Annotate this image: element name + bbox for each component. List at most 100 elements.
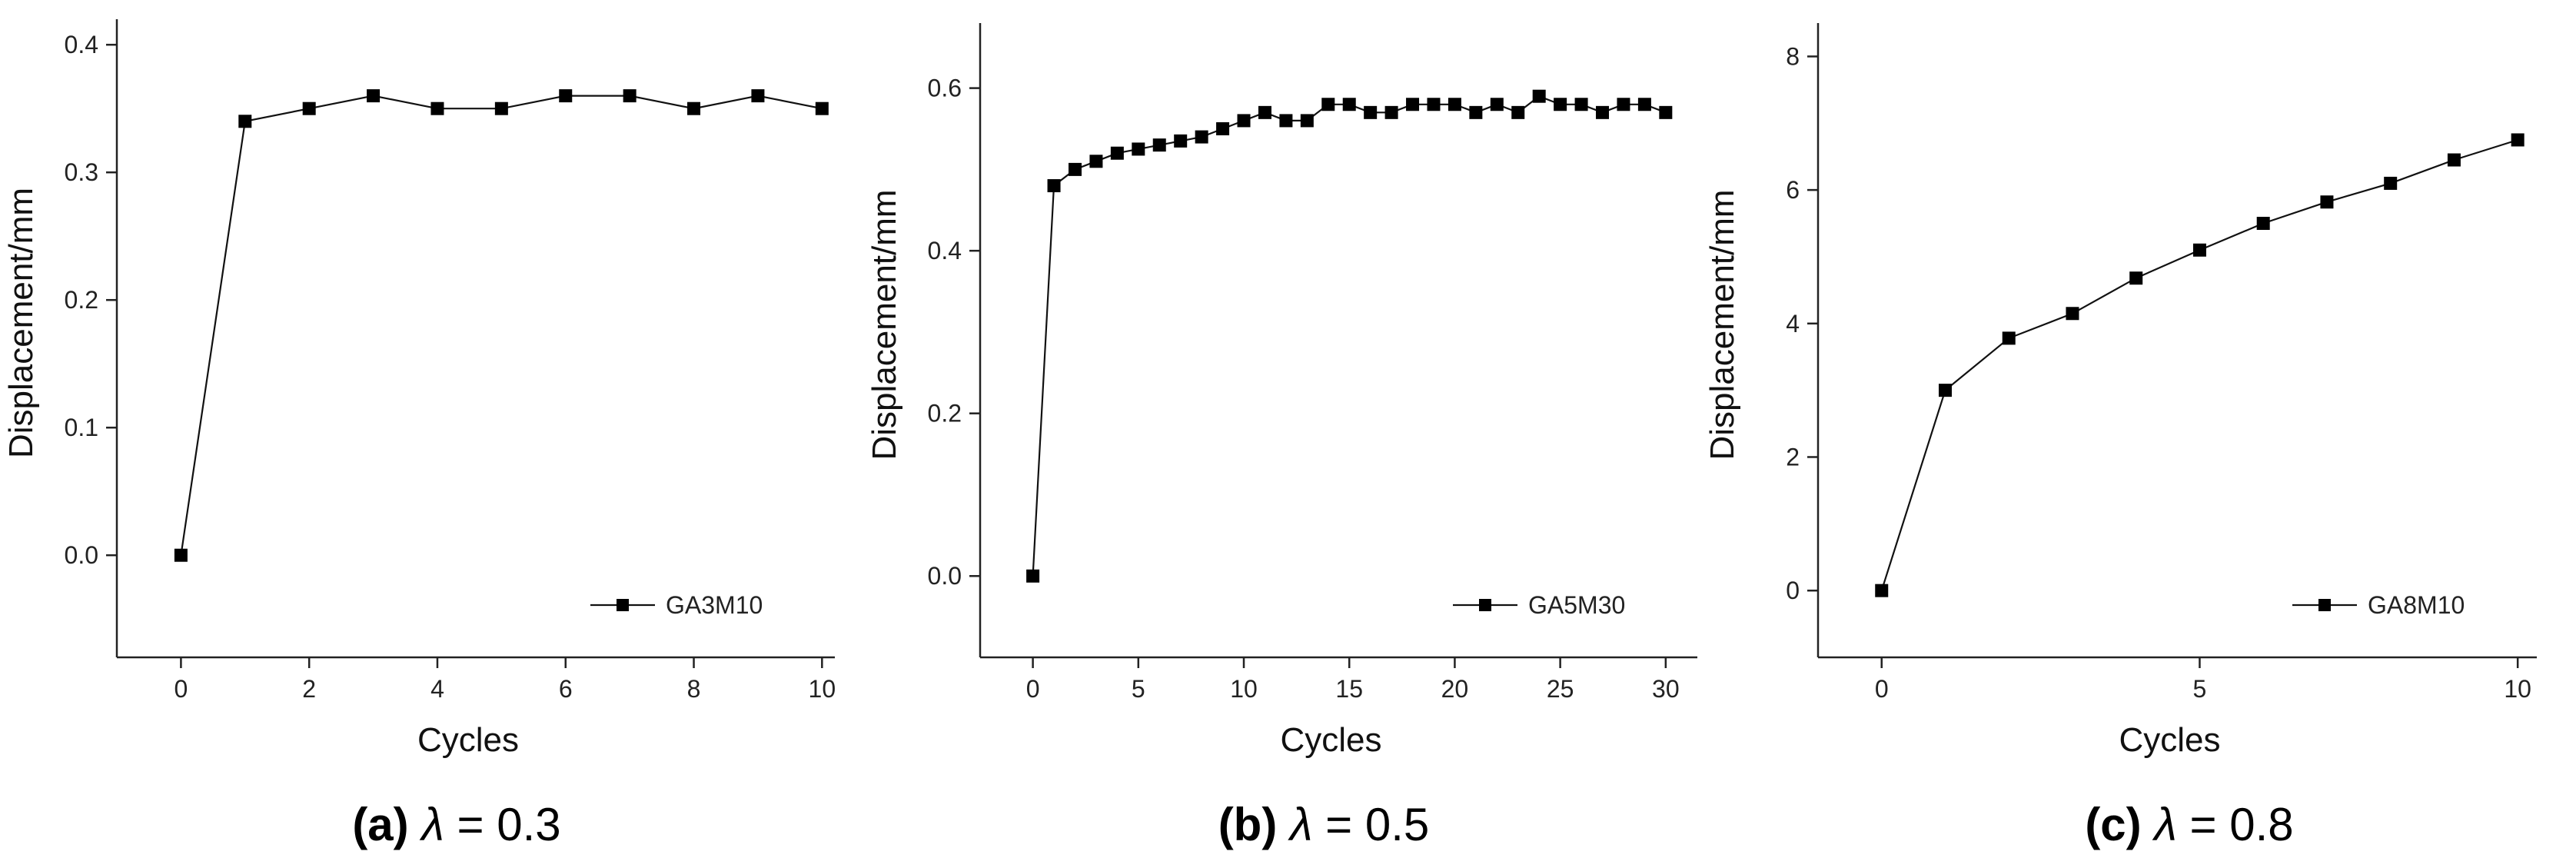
data-point [1532,89,1546,103]
y-tick-label: 4 [1786,310,1800,338]
caption-symbol: λ [409,799,444,850]
x-tick-label: 0 [1026,675,1040,703]
data-point [1490,98,1504,111]
x-tick-label: 0 [1875,675,1889,703]
caption-label: (b) [1218,799,1278,850]
y-tick-label: 0.4 [928,237,962,264]
legend-label: GA8M10 [2368,591,2465,619]
data-point [1195,130,1208,144]
y-tick-label: 0.3 [65,158,98,186]
panel-caption: (c) λ = 0.8 [2085,799,2293,850]
data-point [1047,179,1061,193]
x-tick-label: 25 [1547,675,1574,703]
caption-label: (c) [2085,799,2141,850]
data-point [430,101,444,115]
x-axis-title: Cycles [2119,721,2220,759]
panel-caption: (b) λ = 0.5 [1218,799,1430,850]
x-tick-label: 5 [1132,675,1145,703]
chart-panel-b: 0 5 10 15 20 25 30 0.0 0.2 0.4 0.6 Cycles Displaceme… [866,23,1697,850]
data-point [1448,98,1461,111]
y-tick-label: 0.6 [928,75,962,102]
data-point [1659,105,1673,119]
legend-marker [617,599,629,611]
chart-panel-c: 0 5 10 0 2 4 6 8 Cycles Displacement/mm GA8M10 (c) … [1703,23,2537,850]
x-tick-label: 4 [430,675,444,703]
data-point [2002,331,2016,345]
caption-value: = 0.8 [2177,799,2294,850]
y-tick-label: 0 [1786,577,1800,604]
x-tick-label: 2 [302,675,316,703]
data-point [1427,98,1441,111]
y-tick-label: 0.0 [65,541,98,569]
x-tick-label: 20 [1441,675,1469,703]
data-point [1364,105,1378,119]
data-point [1258,105,1271,119]
x-tick-label: 10 [2504,675,2531,703]
data-point [1152,138,1166,152]
y-tick-label: 0.2 [65,286,98,314]
data-point [2129,271,2143,285]
data-point [2256,217,2270,231]
data-point [1216,122,1230,135]
y-tick-label: 6 [1786,176,1800,204]
chart-panel-a: 0 2 4 6 8 10 0.0 0.1 0.2 0.3 0.4 Cycles Displacement… [2,19,836,850]
data-point [2447,153,2461,167]
data-point [238,115,252,128]
data-point [2192,243,2206,257]
y-axis-title: Displacement/mm [2,188,40,458]
x-tick-label: 10 [1230,675,1258,703]
data-point [1406,98,1420,111]
x-tick-label: 30 [1652,675,1680,703]
data-point [1321,98,1335,111]
x-tick-label: 5 [2193,675,2207,703]
data-point [1596,105,1610,119]
panel-caption: (a) λ = 0.3 [352,799,560,850]
caption-symbol: λ [1277,799,1312,850]
series-line [1880,138,2518,591]
x-tick-label: 8 [687,675,701,703]
data-point [1110,146,1124,160]
data-point [1637,98,1651,111]
data-point [623,89,637,103]
data-point [1617,98,1630,111]
data-point [1132,142,1145,156]
data-point [1068,162,1082,176]
x-tick-label: 6 [559,675,573,703]
data-point [751,89,765,103]
data-point [1384,105,1398,119]
y-tick-label: 0.4 [65,31,98,58]
data-point [1574,98,1588,111]
y-tick-label: 0.0 [928,562,962,590]
x-tick-label: 15 [1335,675,1363,703]
legend-marker [1479,599,1491,611]
data-point [367,89,381,103]
data-point [1174,134,1188,148]
x-tick-label: 0 [174,675,188,703]
series-line [1032,95,1667,577]
data-point [815,101,829,115]
data-point [1554,98,1567,111]
y-tick-label: 8 [1786,42,1800,70]
data-point [1279,114,1293,128]
y-axis-title: Displacement/mm [866,189,903,460]
data-point [687,101,701,115]
caption-label: (a) [352,799,408,850]
data-point [494,101,508,115]
data-point [302,101,316,115]
data-point [174,548,188,562]
x-tick-label: 10 [809,675,836,703]
data-point [1026,569,1040,583]
y-tick-label: 0.2 [928,400,962,427]
data-point [1511,105,1525,119]
x-axis-title: Cycles [417,721,519,759]
data-point [1938,384,1952,397]
data-point [2066,307,2079,321]
data-point [1342,98,1356,111]
data-point [1875,584,1889,597]
data-point [559,89,573,103]
legend-marker [2318,599,2331,611]
legend-label: GA5M30 [1528,591,1625,619]
data-point [1237,114,1251,128]
caption-value: = 0.5 [1313,799,1430,850]
